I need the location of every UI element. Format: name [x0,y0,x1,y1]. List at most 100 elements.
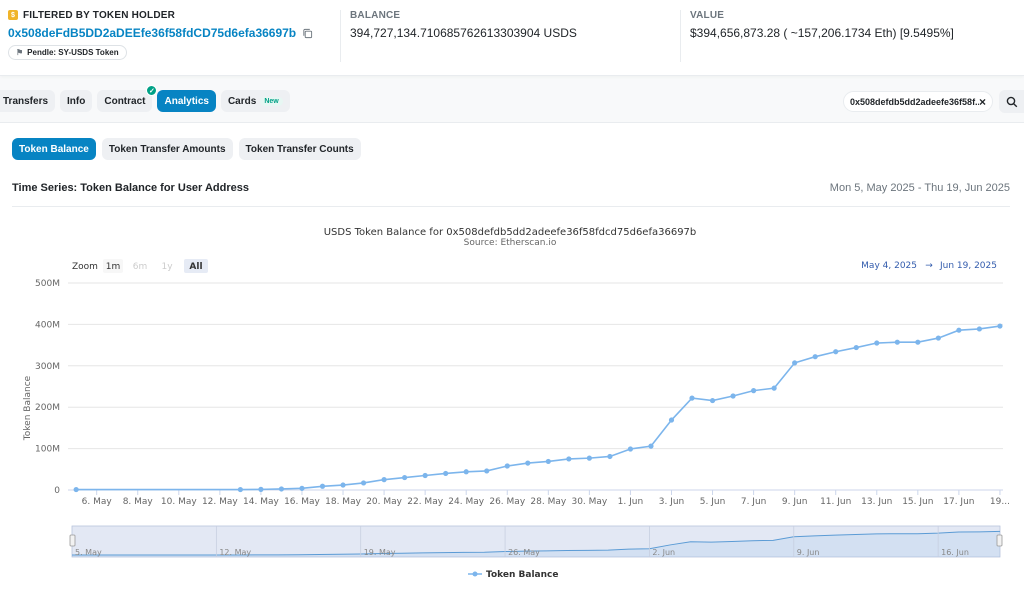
data-point[interactable] [607,453,613,460]
data-point[interactable] [237,486,243,493]
copy-icon[interactable] [302,28,313,39]
y-tick-label: 0 [54,486,60,496]
balance-label: BALANCE [350,9,401,21]
subtab-token-transfer-amounts[interactable]: Token Transfer Amounts [101,138,233,160]
clear-filter-icon[interactable]: × [978,94,986,109]
x-tick-label: 11. Jun [820,497,851,507]
subtab-token-transfer-counts[interactable]: Token Transfer Counts [238,138,361,160]
data-point[interactable] [278,486,285,492]
subtab-token-balance[interactable]: Token Balance [12,138,96,160]
chart-title: USDS Token Balance for 0x508defdb5dd2ade… [324,227,697,238]
data-point[interactable] [689,395,695,401]
x-axis-ticks: 6. May 8. May 10. May 12. May 14. May 16. May… [82,490,1010,507]
data-point[interactable] [381,477,387,483]
tab-cards[interactable]: Cards New [220,90,290,112]
balance-value: 394,727,134.710685762613303904 USDS [350,26,577,40]
data-point[interactable] [463,469,469,475]
data-point[interactable] [648,443,654,449]
data-point[interactable] [73,486,79,493]
x-tick-label: 18. May [325,497,361,507]
holder-column: $ FILTERED BY TOKEN HOLDER 0x508deFdB5DD… [8,8,313,60]
navigator-mask[interactable] [71,525,1001,558]
data-point[interactable] [525,460,531,466]
y-tick-label: 100M [35,445,60,455]
holder-label: FILTERED BY TOKEN HOLDER [23,9,176,21]
data-point[interactable] [853,344,859,351]
navigator[interactable]: 5. May 12. May 19. May 26. May 2. Jun 9. Jun 1… [69,525,1003,558]
zoom-6m-button[interactable] [130,259,150,273]
data-point[interactable] [443,470,449,477]
y-tick-label: 200M [35,403,60,413]
value-amount: $394,656,873.28 ( ~157,206.1734 Eth) [9.… [690,26,954,40]
x-tick-label: 7. Jun [741,497,767,507]
zoom-label: Zoom [72,262,98,272]
data-point[interactable] [340,482,346,488]
data-point[interactable] [935,335,941,341]
token-balance-chart: USDS Token Balance for 0x508defdb5dd2ade… [23,227,1010,580]
data-point[interactable] [402,474,408,481]
tab-transfers[interactable]: Transfers [0,90,56,112]
data-point[interactable] [668,417,675,423]
x-tick-label: 6. May [82,497,113,507]
data-point[interactable] [976,326,983,332]
token-filter-icon: $ [8,10,18,20]
verified-check-icon: ✓ [146,85,158,96]
data-point[interactable] [833,349,839,355]
address-filter-pill[interactable]: 0x508defdb5dd2adeefe36f58f... × [843,91,993,112]
data-point[interactable] [504,463,510,469]
data-point[interactable] [915,339,921,345]
data-point[interactable] [586,455,592,461]
x-tick-label: 15. Jun [902,497,933,507]
address-filter-text: 0x508defdb5dd2adeefe36f58f... [850,96,979,107]
navigator-tick-label: 16. Jun [941,548,969,557]
navigator-tick-label: 2. Jun [652,548,675,557]
navigator-tick-label: 26. May [508,548,540,557]
zoom-1m-label: 1m [106,262,121,272]
zoom-All-button[interactable] [184,259,208,273]
data-point[interactable] [360,480,367,486]
data-point[interactable] [956,327,962,333]
data-point[interactable] [730,393,736,399]
data-point[interactable] [545,458,551,465]
tab-info[interactable]: Info [60,90,93,112]
divider [340,10,341,62]
data-point[interactable] [422,472,428,479]
search-button[interactable] [999,90,1024,113]
data-point[interactable] [997,323,1003,329]
data-point[interactable] [812,354,818,360]
data-point[interactable] [319,483,326,489]
data-point[interactable] [299,485,305,491]
data-point[interactable] [566,456,572,462]
x-tick-label: 14. May [243,497,279,507]
tab-analytics[interactable]: Analytics [157,90,216,112]
data-point[interactable] [894,339,900,345]
x-tick-label: 22. May [407,497,443,507]
data-point[interactable] [484,468,490,474]
zoom-1y-button[interactable] [157,259,177,273]
data-point[interactable] [792,360,798,366]
navigator-handle[interactable] [69,534,76,547]
name-tag[interactable]: ⚑ Pendle: SY-USDS Token [8,45,127,60]
navigator-tick-label: 19. May [364,548,396,557]
data-point[interactable] [874,340,880,346]
new-badge: New [260,96,283,106]
x-tick-label: 8. May [123,497,154,507]
tab-contract[interactable]: Contract ✓ [97,85,158,112]
data-point[interactable] [258,486,264,492]
range-arrow: → [925,261,933,271]
divider [12,206,1010,207]
nav-tabs: Transfers Info Contract ✓ Analytics Card… [0,85,290,112]
data-point[interactable] [709,397,716,404]
data-point[interactable] [751,388,757,394]
zoom-1m-button[interactable] [103,259,123,273]
range-from[interactable]: May 4, 2025 [861,261,917,271]
navigator-tick-label: 12. May [219,548,251,557]
x-tick-label: 24. May [448,497,484,507]
navigator-handle[interactable] [996,534,1003,547]
range-to[interactable]: Jun 19, 2025 [939,261,997,271]
data-point[interactable] [627,446,634,452]
legend[interactable]: Token Balance [468,570,558,580]
data-point[interactable] [771,385,777,391]
balance-column: BALANCE 394,727,134.710685762613303904 U… [350,8,577,41]
holder-address-link[interactable]: 0x508deFdB5DD2aDEEfe36f58fdCD75d6efa3669… [8,26,297,40]
